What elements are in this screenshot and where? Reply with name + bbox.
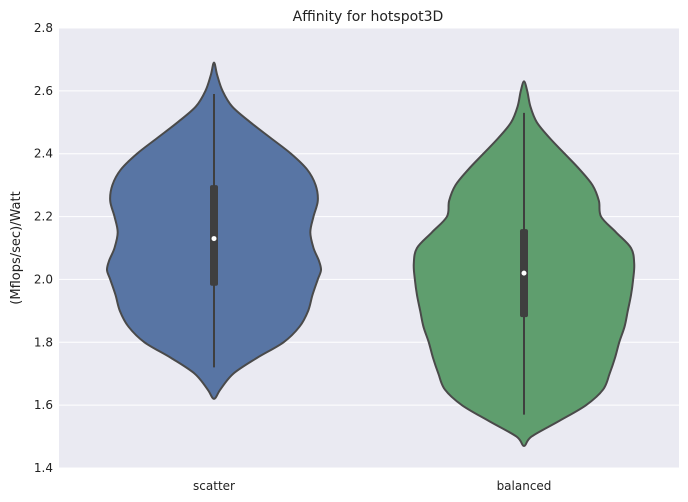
y-tick-label: 2.2 bbox=[34, 210, 53, 224]
median-point-balanced bbox=[521, 270, 527, 276]
y-tick-label: 2.4 bbox=[34, 147, 53, 161]
x-tick-label-scatter: scatter bbox=[193, 479, 235, 493]
y-axis-label: (Mflops/sec)/Watt bbox=[9, 191, 24, 304]
y-tick-label: 2.8 bbox=[34, 21, 53, 35]
median-point-scatter bbox=[211, 236, 217, 242]
x-tick-labels: scatter balanced bbox=[193, 479, 551, 493]
chart-title: Affinity for hotspot3D bbox=[293, 9, 444, 25]
x-tick-label-balanced: balanced bbox=[497, 479, 552, 493]
y-tick-labels: 1.4 1.6 1.8 2.0 2.2 2.4 2.6 2.8 bbox=[34, 21, 53, 475]
y-tick-label: 1.4 bbox=[34, 461, 53, 475]
y-tick-label: 1.6 bbox=[34, 398, 53, 412]
violins bbox=[105, 61, 636, 448]
iqr-box-scatter bbox=[210, 185, 218, 286]
y-tick-label: 2.6 bbox=[34, 84, 53, 98]
y-tick-label: 1.8 bbox=[34, 335, 53, 349]
y-tick-label: 2.0 bbox=[34, 272, 53, 286]
